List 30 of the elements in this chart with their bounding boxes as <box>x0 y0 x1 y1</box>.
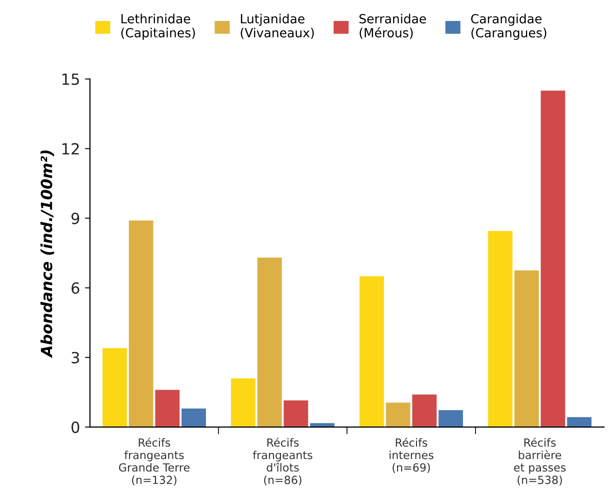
x-tick-label: Récifs frangeants d'îlots (n=86) <box>252 438 312 486</box>
x-tick-label: Récifs frangeants Grande Terre (n=132) <box>118 438 190 486</box>
y-tick-label: 3 <box>72 352 80 364</box>
y-tick-label: 9 <box>71 212 80 224</box>
legend-label: Lethrinidae (Capitaines) <box>121 14 195 40</box>
legend-label: Lutjanidae (Vivaneaux) <box>240 14 314 39</box>
y-tick-label: 15 <box>62 74 79 85</box>
y-axis-title: Abondance (ind./100m²) <box>40 150 54 358</box>
legend-label: Serranidae (Mérous) <box>359 14 426 39</box>
bar <box>102 348 127 428</box>
bar <box>257 258 282 428</box>
bar <box>514 270 539 428</box>
bar <box>182 408 206 428</box>
legend-label: Carangidae (Carangues) <box>471 14 546 40</box>
bar <box>438 410 463 428</box>
bar <box>488 230 512 428</box>
y-tick-label: 6 <box>72 282 80 294</box>
x-tick-label: Récifs barrière et passes (n=538) <box>514 438 566 486</box>
bar <box>155 390 180 428</box>
y-tick-label: 0 <box>72 422 80 434</box>
bar <box>386 402 410 428</box>
bar <box>231 378 256 428</box>
bar <box>567 417 592 428</box>
x-tick-label: Récifs internes (n=69) <box>390 438 434 473</box>
bar <box>360 276 384 428</box>
bar <box>128 220 154 428</box>
bar <box>284 400 308 428</box>
bar <box>540 90 566 428</box>
y-tick-label: 12 <box>62 143 79 154</box>
bar <box>412 394 437 428</box>
